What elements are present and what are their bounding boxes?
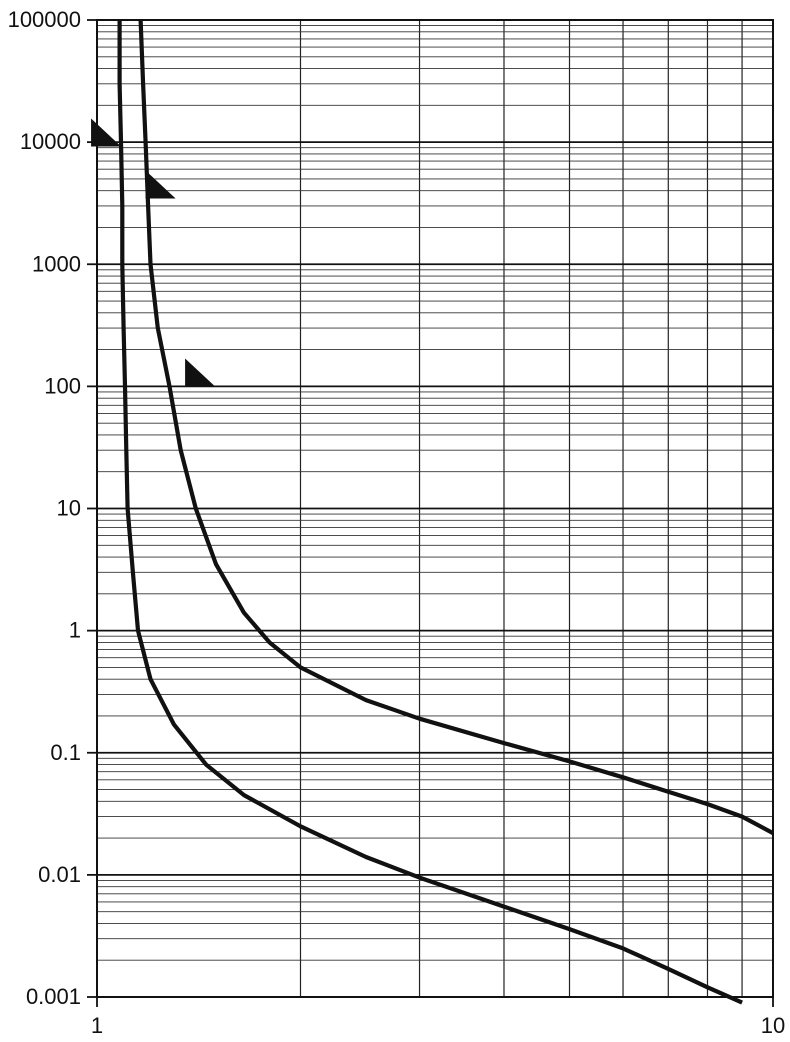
- x-tick-label: 1: [91, 1013, 103, 1038]
- x-tick-label: 10: [761, 1013, 785, 1038]
- y-tick-label: 1: [69, 618, 81, 643]
- y-tick-label: 0.1: [50, 740, 81, 765]
- series-layer: [117, 19, 774, 1005]
- series-line-2: [138, 19, 774, 835]
- x-tick-labels: 1 10: [91, 997, 785, 1038]
- y-tick-label: 0.001: [26, 984, 81, 1009]
- series-line-1: [117, 20, 743, 1005]
- y-tick-label: 10: [57, 496, 81, 521]
- triangle-marker-1: [91, 118, 122, 147]
- major-grid: [97, 19, 773, 998]
- marker-layer: [91, 118, 216, 387]
- y-tick-label: 0.01: [38, 862, 81, 887]
- minor-grid: [97, 20, 773, 997]
- y-tick-label: 100: [44, 373, 81, 398]
- y-tick-label: 100000: [8, 7, 81, 32]
- triangle-marker-3: [185, 358, 216, 387]
- y-tick-label: 1000: [32, 251, 81, 276]
- triangle-marker-2: [145, 170, 176, 199]
- y-tick-label: 10000: [20, 129, 81, 154]
- y-tick-labels: 100000 10000 1000 100 10 1 0.1 0.01 0.001: [8, 7, 97, 1009]
